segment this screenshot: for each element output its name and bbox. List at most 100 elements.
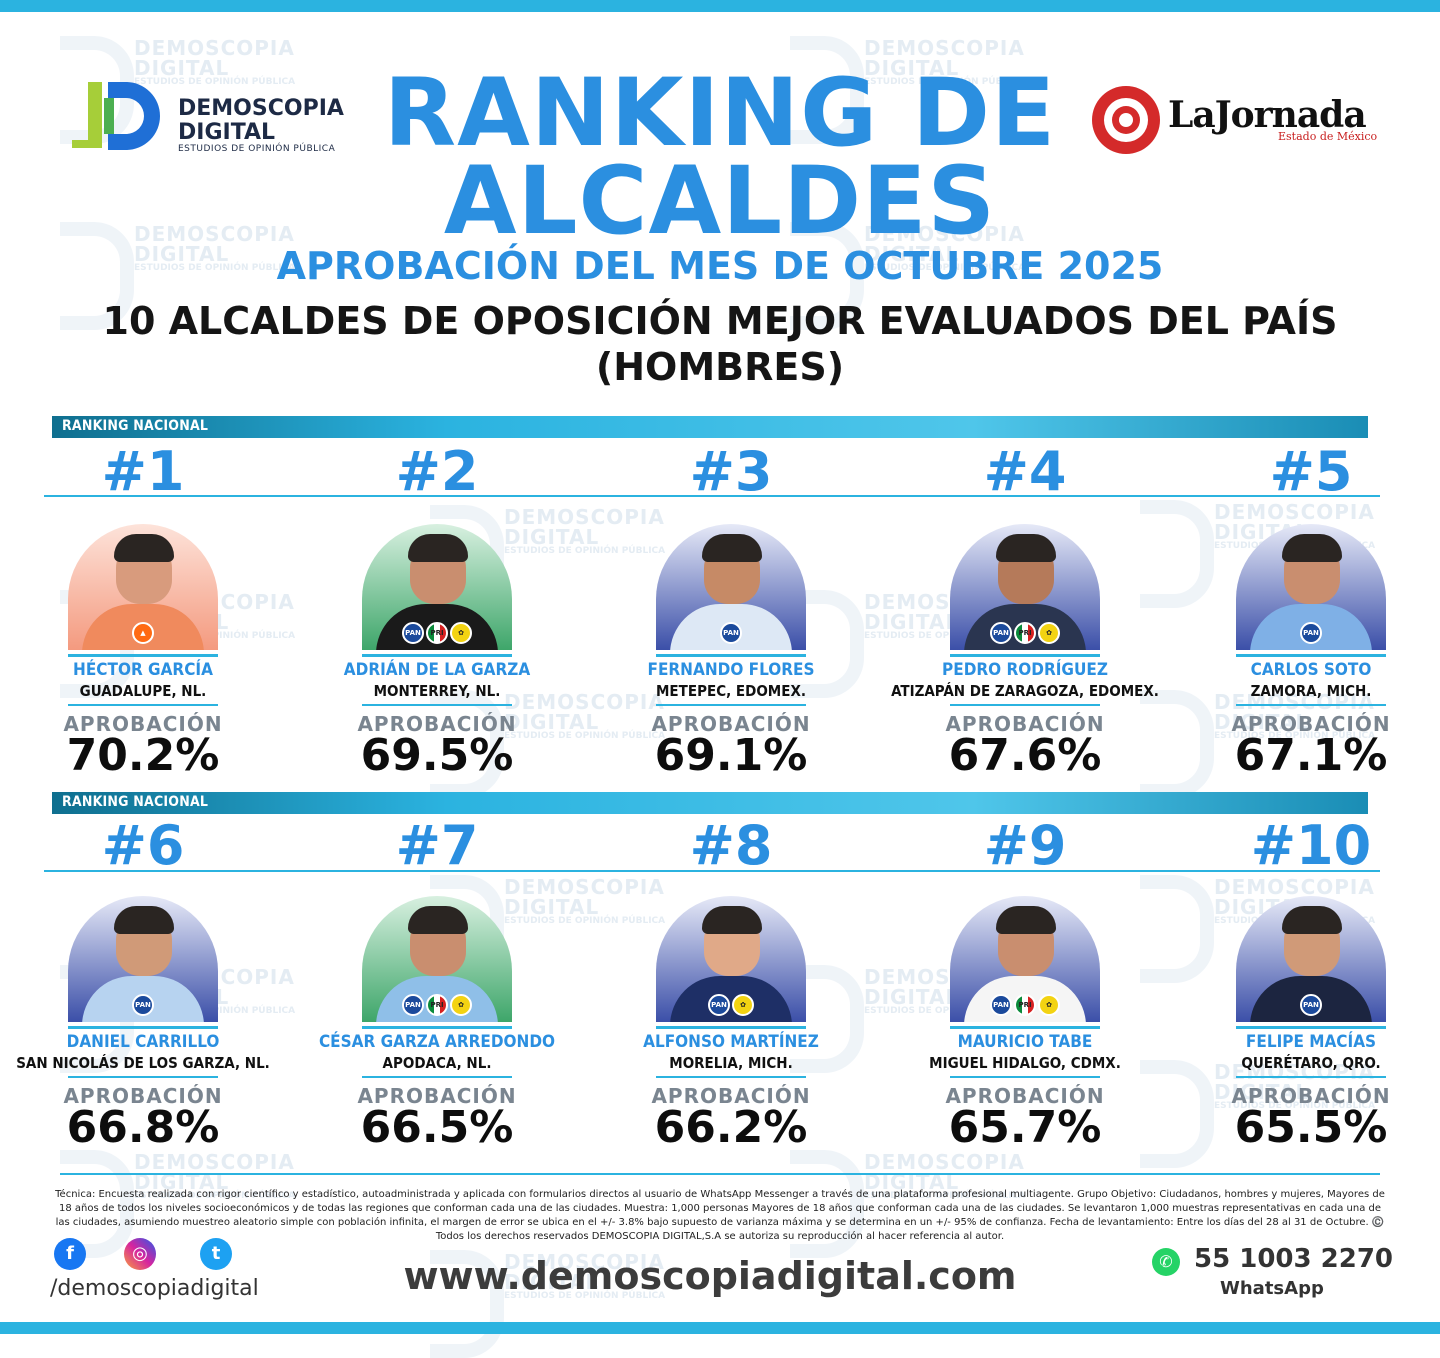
name-underline [1236,1026,1386,1029]
approval-label: APROBACIÓN [945,712,1105,736]
approval-value: 66.5% [360,1102,514,1153]
city-underline [68,704,218,706]
whatsapp-contact[interactable]: ✆ 55 1003 2270 WhatsApp [1150,1244,1393,1304]
approval-label: APROBACIÓN [651,1084,811,1108]
social-handle[interactable]: /demoscopiadigital [50,1276,259,1301]
city-underline [1236,704,1386,706]
name-underline [950,654,1100,657]
mayor-name: HÉCTOR GARCÍA [73,660,213,680]
social-links: f ◎ t /demoscopiadigital [50,1238,270,1308]
whatsapp-label: WhatsApp [1220,1278,1324,1299]
city-underline [362,704,512,706]
rank-number: #3 [689,440,773,503]
mayor-photo: PAN ✿ [656,896,806,1022]
approval-value: 70.2% [66,730,220,781]
prd-logo-icon: ✿ [1038,994,1060,1016]
mc-logo-icon: ▲ [132,622,154,644]
city-underline [656,1076,806,1078]
section-heading: 10 ALCALDES DE OPOSICIÓN MEJOR EVALUADOS… [102,299,1338,389]
facebook-icon[interactable]: f [54,1238,86,1270]
mayor-card: PAN PRI ✿ ADRIÁN DE LA GARZA MONTERREY, NL. A… [302,524,572,784]
ranking-band-label: RANKING NACIONAL [62,418,209,434]
mayor-card: PAN CARLOS SOTO ZAMORA, MICH. APROBACIÓN 67.… [1176,524,1440,784]
top-accent-bar [0,0,1440,12]
mayor-city: MONTERREY, NL. [373,682,501,700]
approval-label: APROBACIÓN [357,1084,517,1108]
name-underline [950,1026,1100,1029]
pan-logo-icon: PAN [708,994,730,1016]
mayor-photo: PAN PRI ✿ [950,896,1100,1022]
party-badges: PAN [68,994,218,1016]
bottom-accent-bar [0,1322,1440,1334]
demoscopia-mark-icon [72,82,160,150]
party-badges: PAN [1236,622,1386,644]
twitter-icon[interactable]: t [200,1238,232,1270]
name-underline [362,1026,512,1029]
city-underline [950,1076,1100,1078]
mayor-name: CÉSAR GARZA ARREDONDO [318,1032,556,1052]
mayor-city: ZAMORA, MICH. [1250,682,1372,700]
rank-divider-2 [44,870,1380,872]
ranking-band-2: RANKING NACIONAL [52,792,1368,814]
mayor-name: ADRIÁN DE LA GARZA [343,660,531,680]
rank-divider-1 [44,495,1380,497]
mayor-name: FELIPE MACÍAS [1245,1032,1377,1052]
rank-number: #10 [1250,814,1372,877]
pan-logo-icon: PAN [990,622,1012,644]
approval-value: 65.5% [1234,1102,1388,1153]
city-underline [68,1076,218,1078]
mayor-city: MIGUEL HIDALGO, CDMX. [929,1054,1121,1072]
party-badges: PAN PRI ✿ [950,622,1100,644]
prd-logo-icon: ✿ [450,622,472,644]
rank-number: #5 [1269,440,1353,503]
city-underline [950,704,1100,706]
website-link[interactable]: www.demoscopiadigital.com [403,1254,1017,1298]
approval-value: 69.1% [654,730,808,781]
mayor-city: QUERÉTARO, QRO. [1241,1054,1381,1072]
rank-number: #8 [689,814,773,877]
party-badges: PAN PRI ✿ [362,622,512,644]
la-jornada-emblem-icon [1092,86,1160,154]
prd-logo-icon: ✿ [732,994,754,1016]
mayor-name: DANIEL CARRILLO [66,1032,220,1052]
rank-number: #2 [395,440,479,503]
city-underline [362,1076,512,1078]
demoscopia-tagline: ESTUDIOS DE OPINIÓN PÚBLICA [178,144,336,154]
la-jornada-logo: LaJornada Estado de México [1088,82,1378,154]
party-badges: PAN [1236,994,1386,1016]
approval-label: APROBACIÓN [63,1084,223,1108]
mayor-card: PAN DANIEL CARRILLO SAN NICOLÁS DE LOS GAR… [8,896,278,1156]
whatsapp-icon: ✆ [1152,1248,1180,1276]
name-underline [1236,654,1386,657]
mayor-city: APODACA, NL. [382,1054,492,1072]
approval-label: APROBACIÓN [63,712,223,736]
mayor-name: PEDRO RODRÍGUEZ [942,660,1108,680]
mayor-city: MORELIA, MICH. [669,1054,793,1072]
mayor-card: PAN FERNANDO FLORES METEPEC, EDOMEX. APROBA… [596,524,866,784]
demoscopia-wordmark-1: DEMOSCOPIA [178,96,344,121]
ranking-band-label: RANKING NACIONAL [62,794,209,810]
mayor-card: PAN PRI ✿ PEDRO RODRÍGUEZ ATIZAPÁN DE ZARAGO… [890,524,1160,784]
pan-logo-icon: PAN [402,994,424,1016]
pri-logo-icon: PRI [426,994,448,1016]
pan-logo-icon: PAN [720,622,742,644]
instagram-icon[interactable]: ◎ [124,1238,156,1270]
mayor-photo: PAN [1236,524,1386,650]
mayor-city: METEPEC, EDOMEX. [656,682,806,700]
mayor-photo: PAN [1236,896,1386,1022]
mayor-photo: PAN PRI ✿ [362,524,512,650]
name-underline [656,654,806,657]
name-underline [656,1026,806,1029]
approval-label: APROBACIÓN [1231,712,1391,736]
mayor-photo: PAN [656,524,806,650]
approval-label: APROBACIÓN [357,712,517,736]
approval-value: 66.8% [66,1102,220,1153]
name-underline [362,654,512,657]
pri-logo-icon: PRI [1014,622,1036,644]
approval-value: 66.2% [654,1102,808,1153]
mayor-name: ALFONSO MARTÍNEZ [643,1032,819,1052]
